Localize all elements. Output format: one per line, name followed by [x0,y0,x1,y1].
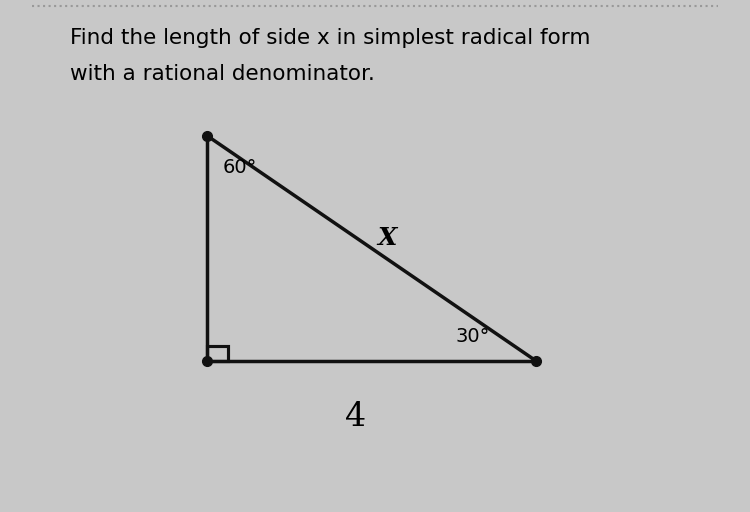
Text: 30°: 30° [456,327,490,346]
Text: 60°: 60° [223,158,257,178]
Text: Find the length of side x in simplest radical form: Find the length of side x in simplest ra… [70,28,590,48]
Text: X: X [378,226,397,250]
Text: 4: 4 [345,401,366,433]
Bar [207,346,227,361]
Text: with a rational denominator.: with a rational denominator. [70,64,375,84]
